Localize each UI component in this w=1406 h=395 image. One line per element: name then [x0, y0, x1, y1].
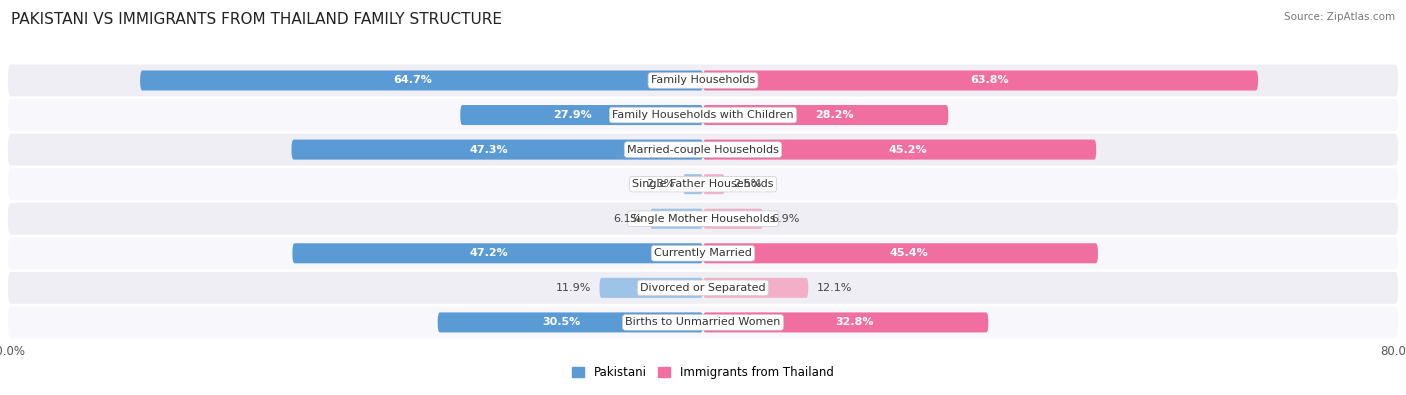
Text: Births to Unmarried Women: Births to Unmarried Women: [626, 318, 780, 327]
Text: 32.8%: 32.8%: [835, 318, 873, 327]
Text: 45.4%: 45.4%: [890, 248, 928, 258]
Text: 6.9%: 6.9%: [772, 214, 800, 224]
FancyBboxPatch shape: [437, 312, 703, 333]
FancyBboxPatch shape: [599, 278, 703, 298]
Text: 2.3%: 2.3%: [645, 179, 675, 189]
Text: Divorced or Separated: Divorced or Separated: [640, 283, 766, 293]
Text: Family Households: Family Households: [651, 75, 755, 85]
FancyBboxPatch shape: [7, 167, 1399, 201]
FancyBboxPatch shape: [7, 64, 1399, 98]
FancyBboxPatch shape: [7, 98, 1399, 132]
FancyBboxPatch shape: [703, 105, 948, 125]
Text: 47.3%: 47.3%: [470, 145, 508, 154]
Legend: Pakistani, Immigrants from Thailand: Pakistani, Immigrants from Thailand: [568, 361, 838, 384]
FancyBboxPatch shape: [7, 133, 1399, 167]
FancyBboxPatch shape: [703, 174, 724, 194]
FancyBboxPatch shape: [7, 271, 1399, 305]
FancyBboxPatch shape: [683, 174, 703, 194]
FancyBboxPatch shape: [460, 105, 703, 125]
FancyBboxPatch shape: [703, 312, 988, 333]
FancyBboxPatch shape: [292, 243, 703, 263]
Text: Currently Married: Currently Married: [654, 248, 752, 258]
FancyBboxPatch shape: [7, 236, 1399, 270]
Text: Single Mother Households: Single Mother Households: [630, 214, 776, 224]
Text: 11.9%: 11.9%: [555, 283, 591, 293]
FancyBboxPatch shape: [703, 243, 1098, 263]
Text: Source: ZipAtlas.com: Source: ZipAtlas.com: [1284, 12, 1395, 22]
FancyBboxPatch shape: [141, 70, 703, 90]
FancyBboxPatch shape: [703, 278, 808, 298]
Text: 27.9%: 27.9%: [554, 110, 592, 120]
Text: Family Households with Children: Family Households with Children: [612, 110, 794, 120]
Text: 45.2%: 45.2%: [889, 145, 928, 154]
FancyBboxPatch shape: [703, 139, 1097, 160]
FancyBboxPatch shape: [7, 305, 1399, 339]
Text: 63.8%: 63.8%: [970, 75, 1008, 85]
Text: 6.1%: 6.1%: [613, 214, 641, 224]
Text: 64.7%: 64.7%: [394, 75, 432, 85]
Text: PAKISTANI VS IMMIGRANTS FROM THAILAND FAMILY STRUCTURE: PAKISTANI VS IMMIGRANTS FROM THAILAND FA…: [11, 12, 502, 27]
FancyBboxPatch shape: [703, 209, 763, 229]
Text: 2.5%: 2.5%: [734, 179, 762, 189]
FancyBboxPatch shape: [291, 139, 703, 160]
Text: 12.1%: 12.1%: [817, 283, 852, 293]
Text: Married-couple Households: Married-couple Households: [627, 145, 779, 154]
FancyBboxPatch shape: [703, 70, 1258, 90]
FancyBboxPatch shape: [650, 209, 703, 229]
Text: Single Father Households: Single Father Households: [633, 179, 773, 189]
Text: 30.5%: 30.5%: [543, 318, 581, 327]
Text: 47.2%: 47.2%: [470, 248, 509, 258]
FancyBboxPatch shape: [7, 202, 1399, 236]
Text: 28.2%: 28.2%: [815, 110, 853, 120]
